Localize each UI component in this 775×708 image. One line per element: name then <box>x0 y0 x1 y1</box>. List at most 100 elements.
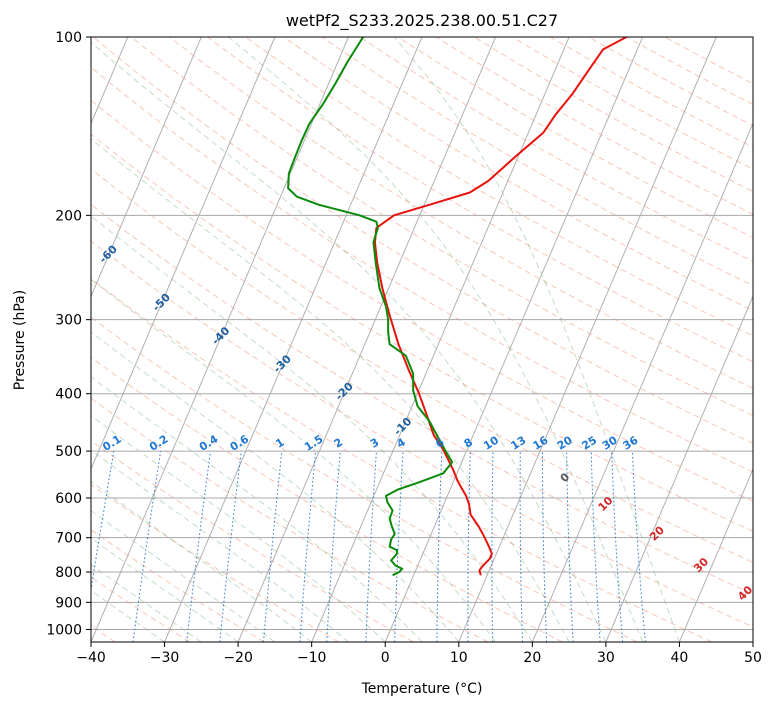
moist-adiabat-line <box>91 480 312 642</box>
x-tick-label: 20 <box>523 650 541 666</box>
dry-adiabat-line <box>131 37 753 417</box>
moist-adiabats <box>91 37 680 642</box>
dry-adiabat-line <box>91 576 190 642</box>
dry-adiabat-line <box>245 37 753 337</box>
x-tick-label: −20 <box>223 650 253 666</box>
y-tick-label: 500 <box>55 444 82 460</box>
isotherm-line <box>237 37 497 642</box>
x-tick-label: −40 <box>76 650 106 666</box>
isotherm-line <box>91 37 276 471</box>
dry-adiabat-line <box>473 37 753 193</box>
y-tick-label: 200 <box>55 208 82 224</box>
isotherm-label: -10 <box>391 415 414 438</box>
isotherm-line <box>531 122 753 642</box>
dry-adiabat-line <box>435 37 753 215</box>
isotherm-line <box>91 37 202 298</box>
mixing-ratio-label: 36 <box>621 433 641 452</box>
dry-adiabat-line <box>550 37 753 148</box>
isotherm-line <box>605 295 753 642</box>
chart-title: wetPf2_S233.2025.238.00.51.C27 <box>286 11 558 31</box>
moist-adiabat-line <box>91 415 386 642</box>
mixing-ratio-line <box>132 451 162 642</box>
isotherm-line <box>458 37 717 642</box>
mixing-ratio-label: 25 <box>579 434 599 453</box>
adiabat-label: 20 <box>647 523 667 543</box>
pressure-gridlines <box>91 37 753 630</box>
y-tick-label: 400 <box>55 387 82 403</box>
mixing-ratio-line <box>91 451 115 593</box>
moist-adiabat-line <box>91 138 570 642</box>
y-tick-label: 1000 <box>46 622 82 638</box>
adiabat-label: 10 <box>596 494 616 514</box>
y-tick-label: 800 <box>55 565 82 581</box>
x-tick-label: 10 <box>450 650 468 666</box>
mixing-ratio-label: 16 <box>531 433 551 452</box>
moist-adiabat-line <box>91 376 423 642</box>
isotherms <box>91 37 753 642</box>
y-axis-ticks: 100 200 300 400 500 600 700 800 900 1000 <box>46 30 91 638</box>
isotherm-line <box>384 37 644 642</box>
dry-adiabat-line <box>397 37 753 239</box>
x-axis-title: Temperature (°C) <box>361 681 483 697</box>
mixing-ratio-line <box>631 451 646 642</box>
isotherm-label: -60 <box>97 242 120 265</box>
isotherm-label: -50 <box>150 291 173 314</box>
isotherm-line <box>678 467 753 642</box>
mixing-ratio-line <box>186 451 212 642</box>
adiabat-label: 40 <box>735 583 755 603</box>
x-tick-label: 40 <box>671 650 689 666</box>
x-tick-label: −30 <box>150 650 180 666</box>
isotherm-label: -30 <box>271 352 294 375</box>
dry-adiabat-line <box>169 37 753 389</box>
dry-adiabats <box>91 37 753 642</box>
moist-adiabat-line <box>393 37 680 642</box>
x-tick-label: 30 <box>597 650 615 666</box>
dry-adiabat-line <box>664 37 753 85</box>
dry-adiabat-line <box>512 37 753 170</box>
dry-adiabat-line <box>588 37 753 127</box>
dry-adiabat-line <box>91 278 712 642</box>
isotherm-label: -20 <box>333 380 356 403</box>
dry-adiabat-line <box>91 203 753 595</box>
mixing-ratio-label: 4 <box>394 435 408 450</box>
x-axis-ticks: −40 −30 −20 −10 0 10 20 30 40 50 <box>76 642 762 666</box>
profile-lines <box>287 37 627 577</box>
y-tick-label: 100 <box>55 30 82 46</box>
isotherm-line <box>91 37 349 642</box>
moist-adiabat-line <box>91 509 276 642</box>
plot-labels: 0.10.20.40.611.52346810131620253036-100-… <box>0 144 755 603</box>
mixing-ratio-label: 1 <box>273 436 286 451</box>
isotherm-line <box>311 37 570 642</box>
moist-adiabat-line <box>91 278 496 642</box>
dry-adiabat-line <box>91 316 638 642</box>
dry-adiabat-line <box>283 37 753 312</box>
x-tick-label: 0 <box>381 650 390 666</box>
mixing-ratio-label: 0.4 <box>197 432 221 454</box>
dry-adiabat-line <box>92 37 753 445</box>
mixing-ratio-label: 0.6 <box>228 432 252 454</box>
dry-adiabat-line <box>91 483 340 642</box>
mixing-ratio-label: 2 <box>332 436 345 451</box>
dewpoint-line <box>287 37 454 577</box>
mixing-ratio-line <box>436 451 443 642</box>
mixing-ratio-label: 30 <box>600 433 620 452</box>
dry-adiabat-line <box>91 397 489 642</box>
temperature-line <box>373 37 627 576</box>
isotherm-line <box>752 640 753 642</box>
isotherm-label: -80 <box>0 144 15 167</box>
dry-adiabat-line <box>91 356 563 642</box>
dry-adiabat-line <box>91 168 753 563</box>
moist-adiabat-line <box>91 449 349 642</box>
dry-adiabat-line <box>91 66 753 473</box>
zero-label: 0 <box>558 470 573 485</box>
y-tick-label: 700 <box>55 531 82 547</box>
dry-adiabat-line <box>91 133 753 533</box>
dry-adiabat-line <box>91 440 414 642</box>
moist-adiabat-line <box>91 537 239 642</box>
isotherm-label: -40 <box>209 324 232 347</box>
isotherm-line <box>164 37 423 642</box>
mixing-ratio-lines <box>91 451 646 642</box>
mixing-ratio-line <box>491 451 494 642</box>
y-tick-label: 900 <box>55 595 82 611</box>
